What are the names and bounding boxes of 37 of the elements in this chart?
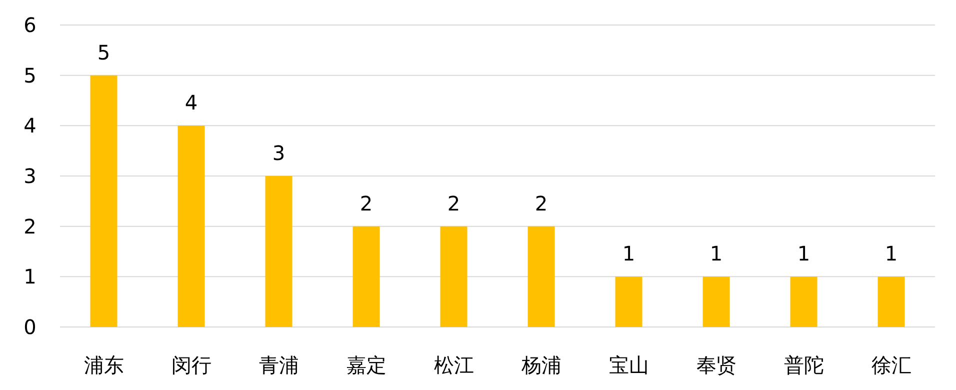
bar <box>265 176 292 327</box>
y-tick-label: 5 <box>24 63 36 88</box>
bar <box>440 226 468 327</box>
data-label: 1 <box>710 242 723 266</box>
x-tick-label: 杨浦 <box>520 353 562 377</box>
y-tick-label: 0 <box>24 315 36 339</box>
data-label: 2 <box>360 191 373 216</box>
data-label: 2 <box>447 191 460 216</box>
x-tick-label: 嘉定 <box>346 353 386 377</box>
y-tick-label: 2 <box>24 214 36 238</box>
data-label: 1 <box>797 242 810 266</box>
bar <box>790 276 818 327</box>
data-label: 1 <box>884 242 898 266</box>
y-tick-label: 4 <box>24 114 36 138</box>
data-label: 3 <box>272 141 286 165</box>
x-tick-label: 松江 <box>434 353 474 377</box>
x-tick-label: 宝山 <box>608 353 649 377</box>
x-tick-label: 浦东 <box>84 353 124 377</box>
bar <box>615 276 642 327</box>
x-tick-label: 奉贤 <box>696 353 736 377</box>
x-tick-label: 青浦 <box>258 353 299 377</box>
bar <box>528 226 555 327</box>
y-tick-label: 6 <box>24 13 36 37</box>
data-label: 2 <box>534 191 548 216</box>
data-label: 4 <box>184 90 198 115</box>
x-tick-label: 徐汇 <box>871 353 912 377</box>
x-tick-label: 闵行 <box>171 353 212 377</box>
bar <box>878 276 905 327</box>
x-tick-label: 普陀 <box>784 353 824 377</box>
data-label: 5 <box>97 40 110 64</box>
data-label: 1 <box>622 242 636 266</box>
bar <box>90 75 118 327</box>
bar <box>702 276 730 327</box>
bar <box>352 226 380 327</box>
y-tick-label: 3 <box>24 164 36 188</box>
bar <box>178 126 205 327</box>
y-tick-label: 1 <box>24 264 36 289</box>
